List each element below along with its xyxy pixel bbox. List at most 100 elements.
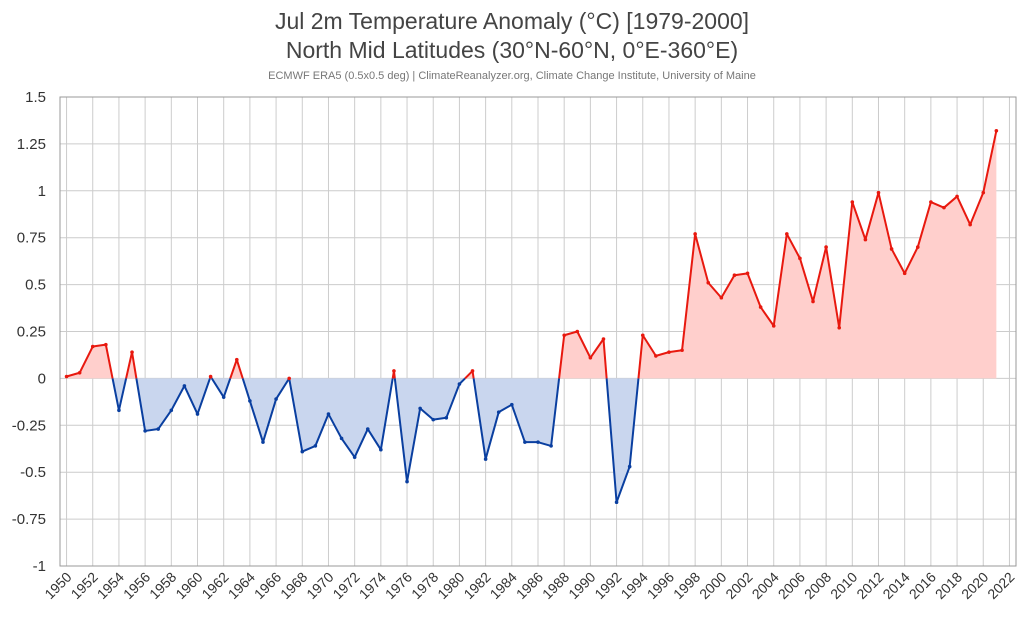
data-point (457, 382, 462, 386)
x-tick-label: 2000 (696, 569, 729, 602)
data-point (758, 305, 763, 309)
data-point (261, 440, 265, 444)
data-point (798, 256, 802, 261)
data-point (352, 455, 357, 459)
data-point (523, 440, 527, 444)
positive-area (638, 130, 997, 379)
anomaly-areas (66, 130, 997, 503)
y-tick-label: -1 (33, 558, 46, 575)
data-point (130, 350, 134, 354)
negative-line (605, 378, 640, 504)
data-point (785, 232, 789, 236)
data-point (117, 408, 121, 413)
chart-subtitle: ECMWF ERA5 (0.5x0.5 deg) | ClimateReanal… (268, 70, 756, 82)
y-tick-label: 0 (38, 370, 46, 387)
y-tick-label: 0.75 (17, 230, 46, 247)
data-point (274, 397, 278, 401)
x-tick-label: 1972 (329, 569, 362, 602)
x-tick-label: 1990 (565, 569, 598, 602)
data-point (889, 247, 894, 251)
positive-area (126, 352, 137, 379)
positive-area (559, 331, 607, 379)
x-tick-label: 1966 (251, 569, 284, 602)
data-point (902, 271, 907, 276)
x-tick-label: 1956 (120, 569, 153, 602)
data-point (339, 436, 344, 441)
x-tick-label: 1952 (68, 569, 101, 602)
x-tick-label: 2002 (722, 569, 755, 602)
data-point (562, 333, 566, 338)
data-point (575, 329, 580, 334)
data-point (156, 427, 161, 431)
data-point (693, 232, 697, 236)
data-point (837, 325, 842, 330)
data-point (418, 406, 422, 411)
x-tick-label: 2008 (801, 569, 834, 602)
x-tick-label: 2020 (958, 569, 991, 602)
y-tick-label: 0.5 (25, 277, 46, 294)
data-point (732, 273, 737, 278)
data-point (981, 190, 986, 195)
positive-area (230, 359, 243, 379)
data-point (915, 245, 920, 249)
data-point (588, 355, 593, 360)
data-point (182, 384, 187, 388)
data-point (234, 357, 239, 362)
data-point (745, 271, 750, 276)
data-point (942, 205, 946, 210)
negative-area (112, 378, 127, 411)
x-tick-label: 1994 (618, 569, 651, 602)
data-point (955, 194, 959, 199)
x-tick-label: 1984 (487, 569, 520, 602)
x-tick-label: 1960 (172, 569, 205, 602)
data-point (365, 427, 370, 431)
data-point (706, 280, 711, 285)
y-tick-label: -0.75 (12, 511, 46, 528)
data-point (968, 222, 972, 227)
negative-area (289, 378, 393, 458)
x-tick-label: 1964 (225, 569, 258, 602)
chart-title-line1: Jul 2m Temperature Anomaly (°C) [1979-20… (274, 8, 750, 34)
data-point (483, 457, 488, 461)
x-axis: 1950195219541956195819601962196419661968… (41, 569, 1017, 602)
data-point (667, 350, 671, 354)
data-point (104, 342, 108, 347)
data-point (536, 440, 540, 444)
positive-line (558, 330, 608, 379)
x-tick-label: 1958 (146, 569, 179, 602)
y-tick-label: -0.25 (12, 417, 46, 434)
data-point (496, 410, 501, 414)
x-tick-label: 1986 (513, 569, 546, 602)
x-tick-label: 2016 (906, 569, 939, 602)
y-tick-label: 1 (38, 183, 46, 200)
plot-border (59, 96, 1017, 567)
x-tick-label: 2004 (749, 569, 782, 602)
data-point (208, 374, 213, 379)
x-tick-label: 1970 (303, 569, 336, 602)
x-tick-label: 1962 (198, 569, 231, 602)
data-point (287, 376, 291, 381)
data-point (77, 370, 82, 375)
data-point (994, 128, 999, 133)
data-point (929, 200, 933, 204)
data-point (627, 464, 632, 469)
x-tick-label: 1976 (382, 569, 415, 602)
negative-area (242, 378, 290, 443)
data-point (90, 344, 95, 349)
data-point (601, 337, 606, 341)
x-tick-label: 1978 (408, 569, 441, 602)
anomaly-points (64, 128, 999, 505)
data-point (863, 237, 868, 242)
data-point (169, 408, 174, 413)
data-point (64, 374, 69, 379)
y-tick-label: 1.25 (17, 136, 46, 153)
x-tick-label: 1980 (434, 569, 467, 602)
x-tick-label: 1996 (644, 569, 677, 602)
data-point (221, 395, 226, 399)
data-point (431, 417, 436, 422)
data-point (811, 299, 815, 304)
data-point (614, 500, 619, 505)
data-point (470, 369, 475, 373)
data-point (444, 415, 449, 420)
